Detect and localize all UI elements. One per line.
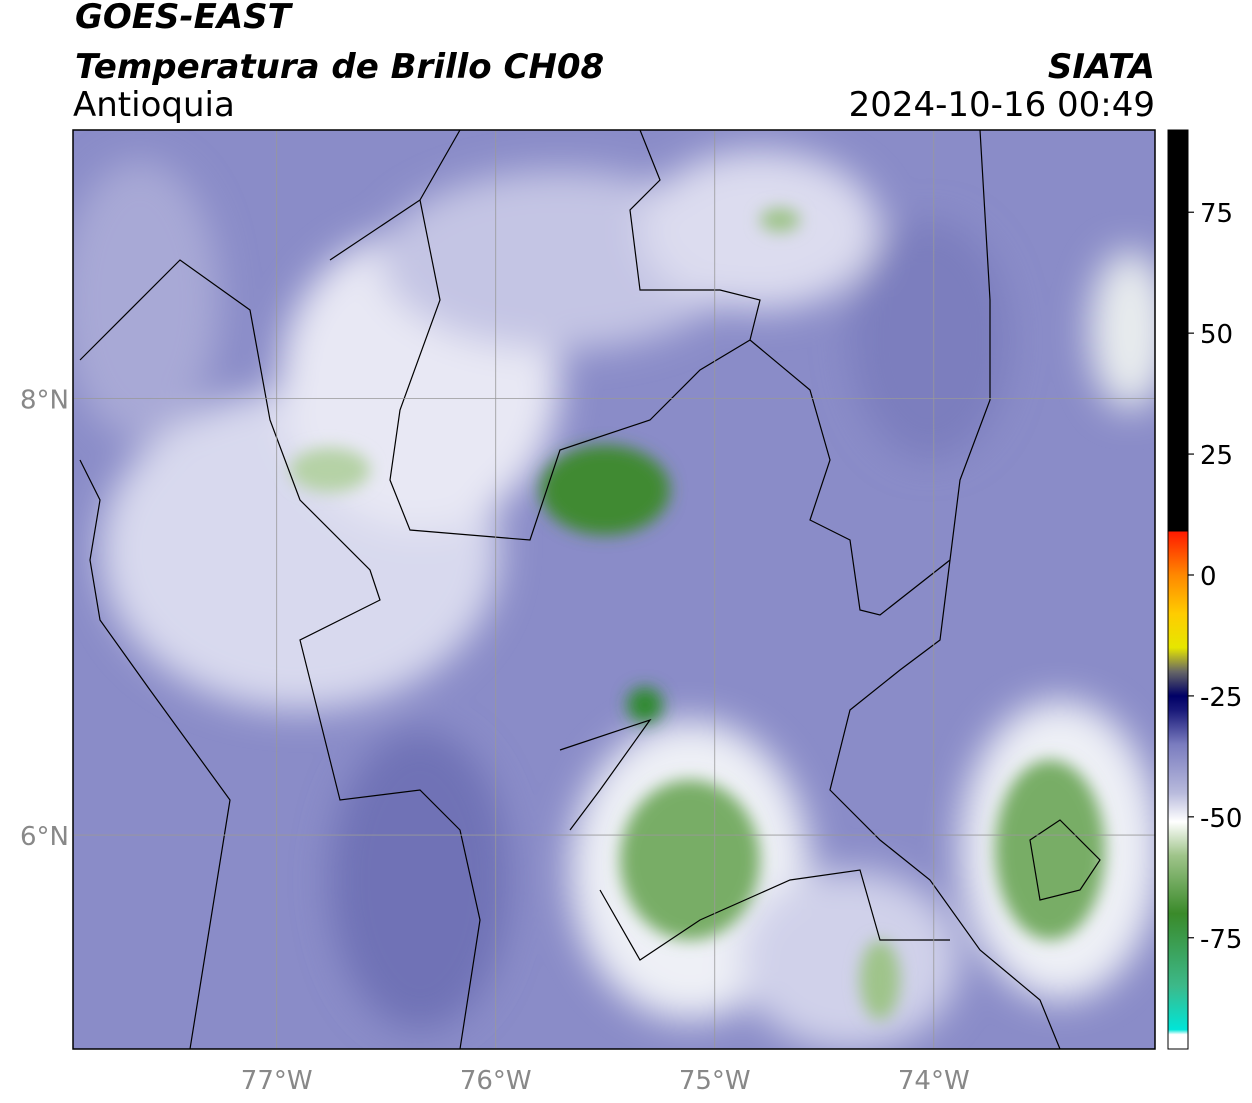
cold-tops — [290, 208, 1105, 1020]
colorbar — [1167, 129, 1189, 1050]
colorbar-tick-label: -75 — [1200, 925, 1242, 955]
source-title: GOES-EAST — [75, 0, 294, 37]
x-tick-label: 77°W — [241, 1066, 313, 1096]
datetime-label: 2024-10-16 00:49 — [849, 85, 1155, 125]
graticule — [73, 130, 1155, 1049]
map-frame — [72, 129, 1156, 1050]
agency-label: SIATA — [1048, 47, 1155, 87]
colorbar-tick-label: 0 — [1200, 562, 1217, 592]
map-field — [73, 130, 1155, 1049]
y-tick-label: 6°N — [20, 822, 69, 852]
region-label: Antioquia — [73, 85, 235, 125]
colorbar-tick-label: 50 — [1200, 320, 1233, 350]
borders — [79, 130, 1101, 1049]
colorbar-tick-label: 75 — [1200, 199, 1233, 229]
chart-title: Temperatura de Brillo CH08 — [75, 47, 604, 87]
colorbar-tick-label: 25 — [1200, 441, 1233, 471]
x-tick-label: 75°W — [679, 1066, 751, 1096]
x-tick-label: 76°W — [460, 1066, 532, 1096]
colorbar-tick-label: -25 — [1200, 683, 1242, 713]
cloud-field — [73, 150, 1155, 1049]
colorbar-tick-label: -50 — [1200, 804, 1242, 834]
y-tick-label: 8°N — [20, 385, 69, 415]
x-tick-label: 74°W — [898, 1066, 970, 1096]
